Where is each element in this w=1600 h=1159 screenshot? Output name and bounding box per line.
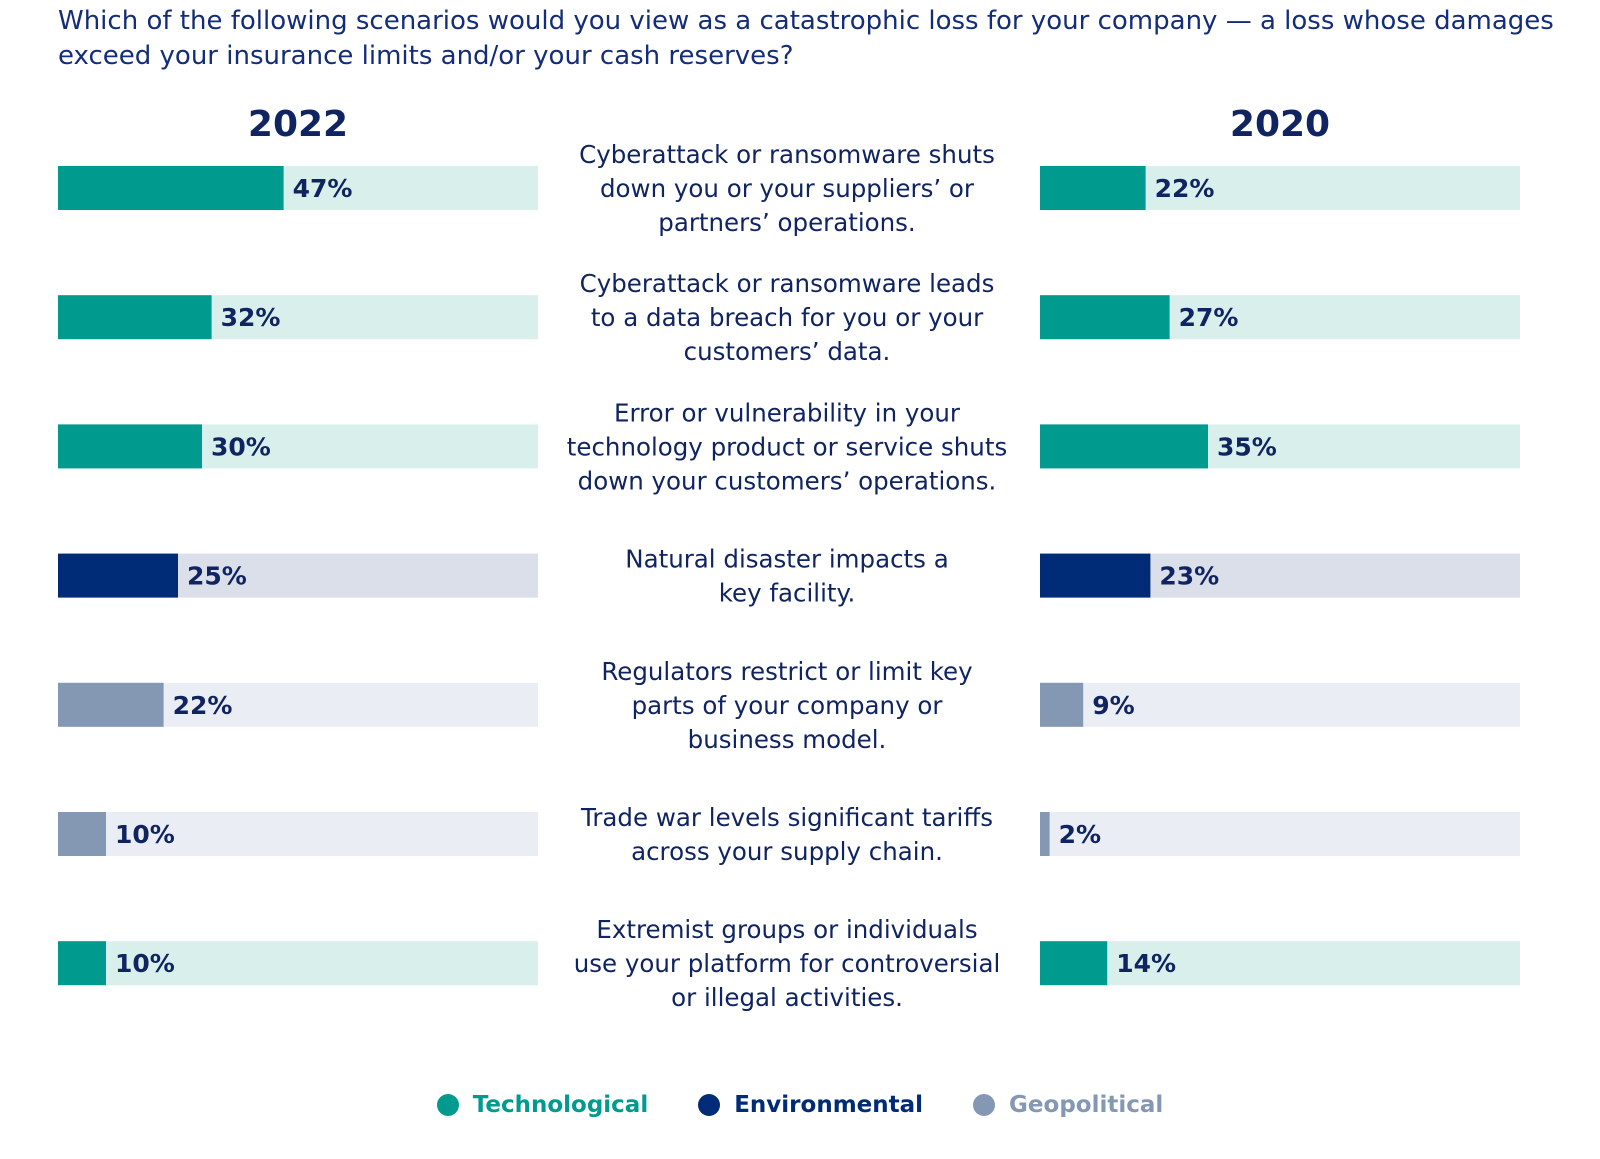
bar-track-2020: [1040, 812, 1520, 856]
year-label-2020: 2020: [1229, 104, 1331, 145]
bar-2020: [1040, 812, 1050, 856]
data-label-2022: 47%: [293, 174, 353, 203]
category-label-line: customers’ data.: [684, 337, 891, 366]
data-label-2020: 22%: [1155, 174, 1215, 203]
legend-label-technological: Technological: [472, 1092, 649, 1118]
bar-track-2020: [1040, 682, 1520, 727]
legend-item-environmental: Environmental: [698, 1092, 923, 1118]
category-label-line: down you or your suppliers’ or: [600, 174, 975, 203]
data-label-2020: 35%: [1217, 432, 1277, 461]
bar-2020: [1040, 941, 1108, 986]
data-label-2022: 22%: [173, 691, 233, 720]
category-label-line: to a data breach for you or your: [591, 303, 984, 332]
legend-swatch-geopolitical: [973, 1094, 996, 1116]
legend-swatch-technological: [436, 1094, 459, 1116]
data-label-2022: 32%: [221, 303, 281, 332]
category-label-line: Cyberattack or ransomware leads: [580, 269, 995, 298]
legend-label-geopolitical: Geopolitical: [1009, 1092, 1164, 1118]
category-label-line: Extremist groups or individuals: [596, 915, 977, 944]
legend-swatch-environmental: [698, 1094, 721, 1116]
category-label-line: Regulators restrict or limit key: [601, 657, 972, 686]
legend-item-geopolitical: Geopolitical: [973, 1092, 1163, 1118]
legend-item-technological: Technological: [436, 1092, 649, 1118]
category-label-line: Cyberattack or ransomware shuts: [579, 140, 995, 169]
year-label-2022: 2022: [247, 104, 349, 145]
category-label-line: use your platform for controversial: [574, 949, 1001, 978]
category-label-line: Natural disaster impacts a: [625, 545, 948, 574]
category-label-line: business model.: [688, 725, 887, 754]
bar-2022: [58, 424, 202, 469]
bar-2022: [58, 553, 178, 598]
category-label-line: Error or vulnerability in your: [614, 398, 961, 427]
bar-track-2020: [1040, 941, 1520, 986]
bar-2020: [1040, 166, 1146, 210]
category-label-line: technology product or service shuts: [567, 432, 1007, 461]
data-label-2022: 10%: [115, 820, 175, 849]
bar-2020: [1040, 553, 1151, 598]
bar-2022: [58, 941, 106, 986]
data-label-2022: 10%: [115, 949, 175, 978]
category-label-line: or illegal activities.: [671, 983, 903, 1012]
data-label-2020: 9%: [1092, 691, 1134, 720]
category-label-line: key facility.: [719, 579, 856, 608]
bar-2022: [58, 295, 212, 340]
data-label-2022: 30%: [211, 432, 271, 461]
bar-2022: [58, 166, 284, 210]
category-label-line: Trade war levels significant tariffs: [580, 803, 993, 832]
data-label-2022: 25%: [187, 562, 247, 591]
category-label-line: down your customers’ operations.: [578, 466, 997, 495]
legend: Technological Environmental Geopolitical: [0, 1092, 1600, 1118]
data-label-2020: 27%: [1179, 303, 1239, 332]
bar-2020: [1040, 295, 1170, 340]
bar-2022: [58, 812, 106, 856]
bar-chart: 47% 22% Cyberattack or ransomware shuts dow…: [58, 140, 1520, 1012]
data-label-2020: 14%: [1116, 949, 1176, 978]
bar-track-2022: [58, 812, 538, 856]
bar-2020: [1040, 424, 1208, 469]
bar-track-2022: [58, 941, 538, 986]
bar-2022: [58, 682, 164, 727]
category-label-line: partners’ operations.: [658, 208, 915, 237]
question-text: Which of the following scenarios would y…: [58, 6, 1554, 71]
category-label-line: parts of your company or: [632, 691, 944, 720]
category-label-line: across your supply chain.: [631, 837, 943, 866]
legend-label-environmental: Environmental: [734, 1092, 924, 1118]
data-label-2020: 23%: [1159, 562, 1219, 591]
bar-2020: [1040, 682, 1084, 727]
data-label-2020: 2%: [1059, 820, 1101, 849]
